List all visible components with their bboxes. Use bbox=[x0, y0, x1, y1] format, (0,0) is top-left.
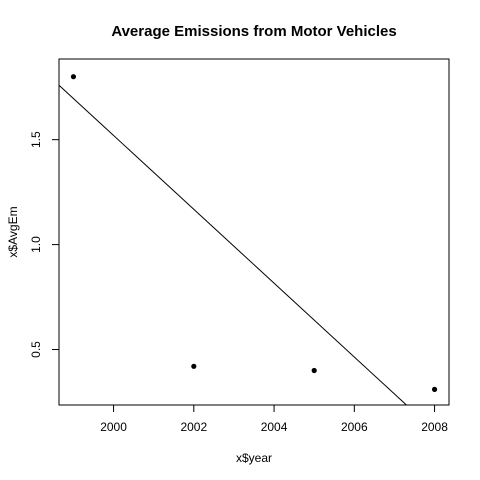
x-tick-label: 2000 bbox=[100, 420, 127, 434]
y-axis: 0.5 1.0 1.5 bbox=[29, 131, 60, 358]
data-point bbox=[311, 367, 317, 374]
data-point bbox=[70, 74, 77, 80]
y-tick-label: 1.0 bbox=[29, 236, 43, 253]
chart-title: Average Emissions from Motor Vehicles bbox=[111, 23, 396, 40]
x-axis: 2000 2002 2004 2006 2008 bbox=[100, 404, 448, 434]
x-tick-label: 2006 bbox=[341, 420, 368, 434]
x-axis-label: x$year bbox=[236, 451, 272, 465]
x-tick-label: 2004 bbox=[261, 420, 288, 434]
x-tick-label: 2008 bbox=[421, 420, 448, 434]
data-point bbox=[191, 363, 197, 369]
y-tick-label: 0.5 bbox=[29, 341, 43, 358]
y-tick-label: 1.5 bbox=[29, 131, 43, 148]
regression-line bbox=[58, 84, 407, 406]
data-points bbox=[70, 74, 438, 392]
x-tick-label: 2002 bbox=[180, 420, 207, 434]
y-axis-label: x$AvgEm bbox=[6, 206, 20, 257]
regression-line-layer bbox=[58, 84, 407, 406]
data-point bbox=[431, 386, 438, 392]
plot-frame bbox=[58, 58, 450, 406]
